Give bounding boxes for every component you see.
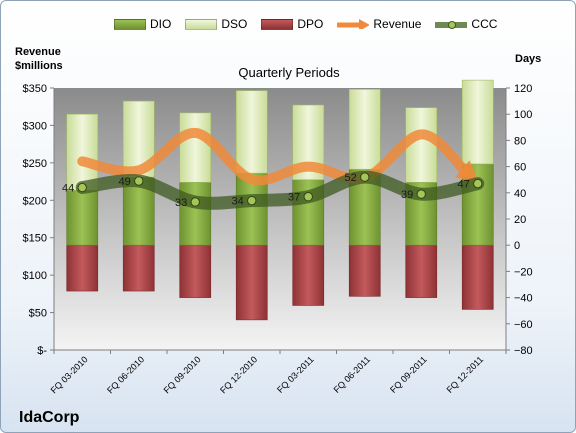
ccc-point <box>247 195 257 206</box>
revenue-line <box>77 127 471 186</box>
bar-dso <box>179 112 212 183</box>
ccc-point <box>303 192 313 202</box>
bar-dio <box>179 182 212 246</box>
ccc-point <box>134 176 144 186</box>
legend-item-ccc: CCC <box>435 17 497 31</box>
bar-dpo <box>235 244 268 321</box>
legend-item-dio: DIO <box>114 17 171 31</box>
left-tick-label: $- <box>37 345 47 357</box>
legend-label-ccc: CCC <box>471 17 498 31</box>
legend-item-dso: DSO <box>185 17 247 31</box>
plot-area <box>54 88 506 350</box>
bar-dso <box>461 79 494 165</box>
bar-dpo <box>348 244 381 297</box>
left-tick-label: $50 <box>29 308 47 320</box>
legend-item-dpo: DPO <box>261 17 323 31</box>
left-axis-title: Revenue $millions <box>15 46 63 72</box>
right-tick-label: −80 <box>514 345 533 357</box>
right-axis-title: Days <box>515 53 542 65</box>
x-tick-label: FQ 12-2010 <box>218 354 259 395</box>
bar-dso <box>66 113 99 191</box>
ccc-point <box>190 197 200 207</box>
left-tick-label: $350 <box>23 83 47 95</box>
ccc-data-label: 33 <box>175 197 187 209</box>
left-tick-label: $300 <box>23 120 47 132</box>
legend-label-revenue: Revenue <box>373 17 422 31</box>
ccc-data-label: 37 <box>288 192 300 204</box>
right-tick-label: 40 <box>514 188 526 200</box>
legend-swatch-dpo <box>261 18 294 30</box>
bar-dpo <box>461 244 494 310</box>
right-tick-label: −20 <box>514 266 533 278</box>
legend-label-dpo: DPO <box>297 17 324 31</box>
x-tick-label: FQ 03-2011 <box>275 354 316 395</box>
right-tick-label: 120 <box>514 83 532 95</box>
ccc-point <box>360 172 370 182</box>
legend: DIO DSO DPO Revenue CCC <box>114 13 511 35</box>
x-tick-label: FQ 09-2010 <box>162 354 203 395</box>
right-tick-label: 60 <box>514 162 526 174</box>
bar-dpo <box>179 244 212 298</box>
left-tick-label: $250 <box>23 158 47 170</box>
bar-dso <box>405 107 438 183</box>
revenue-arrowhead <box>455 160 480 183</box>
ccc-point <box>416 189 426 199</box>
left-tick-label: $200 <box>23 195 47 207</box>
right-tick-label: 100 <box>514 109 532 121</box>
x-tick-label: FQ 06-2011 <box>332 354 373 395</box>
bar-dpo <box>292 244 325 306</box>
x-tick-label: FQ 12-2011 <box>445 354 486 395</box>
ccc-data-label: 44 <box>62 183 74 195</box>
ccc-data-label: 39 <box>401 189 413 201</box>
legend-label-dio: DIO <box>150 17 172 31</box>
x-tick-label: FQ 09-2011 <box>388 354 429 395</box>
left-tick-label: $100 <box>23 270 47 282</box>
right-tick-label: 80 <box>514 135 526 147</box>
left-tick-label: $150 <box>23 233 47 245</box>
legend-arrow-icon <box>337 19 370 29</box>
x-tick-label: FQ 03-2010 <box>49 354 90 395</box>
right-tick-label: −60 <box>514 319 533 331</box>
ccc-data-label: 49 <box>119 176 131 188</box>
ccc-data-label: 47 <box>458 179 470 191</box>
ccc-point <box>473 178 483 189</box>
ccc-data-label: 52 <box>345 172 357 184</box>
lines-layer: 44 49 33 34 37 52 39 47 <box>62 127 485 210</box>
bar-dpo <box>122 244 155 292</box>
plot-title: Quarterly Periods <box>238 65 340 80</box>
x-tick-label: FQ 06-2010 <box>105 354 146 395</box>
right-tick-label: 20 <box>514 214 526 226</box>
legend-item-revenue: Revenue <box>337 17 421 31</box>
legend-swatch-dio <box>114 18 146 30</box>
ccc-data-label: 34 <box>232 196 244 208</box>
legend-swatch-dso <box>185 18 218 30</box>
bar-dio <box>66 189 99 246</box>
ccc-point <box>77 182 87 193</box>
right-tick-label: −40 <box>514 293 533 305</box>
ccc-line <box>75 170 485 210</box>
right-tick-label: 0 <box>514 240 520 252</box>
legend-ccc-line-icon <box>435 21 468 29</box>
bar-dpo <box>66 244 99 292</box>
company-name: IdaCorp <box>19 409 80 426</box>
bar-dpo <box>405 244 438 298</box>
bar-dso <box>348 89 381 170</box>
bar-dso <box>235 90 268 174</box>
legend-label-dso: DSO <box>221 17 248 31</box>
